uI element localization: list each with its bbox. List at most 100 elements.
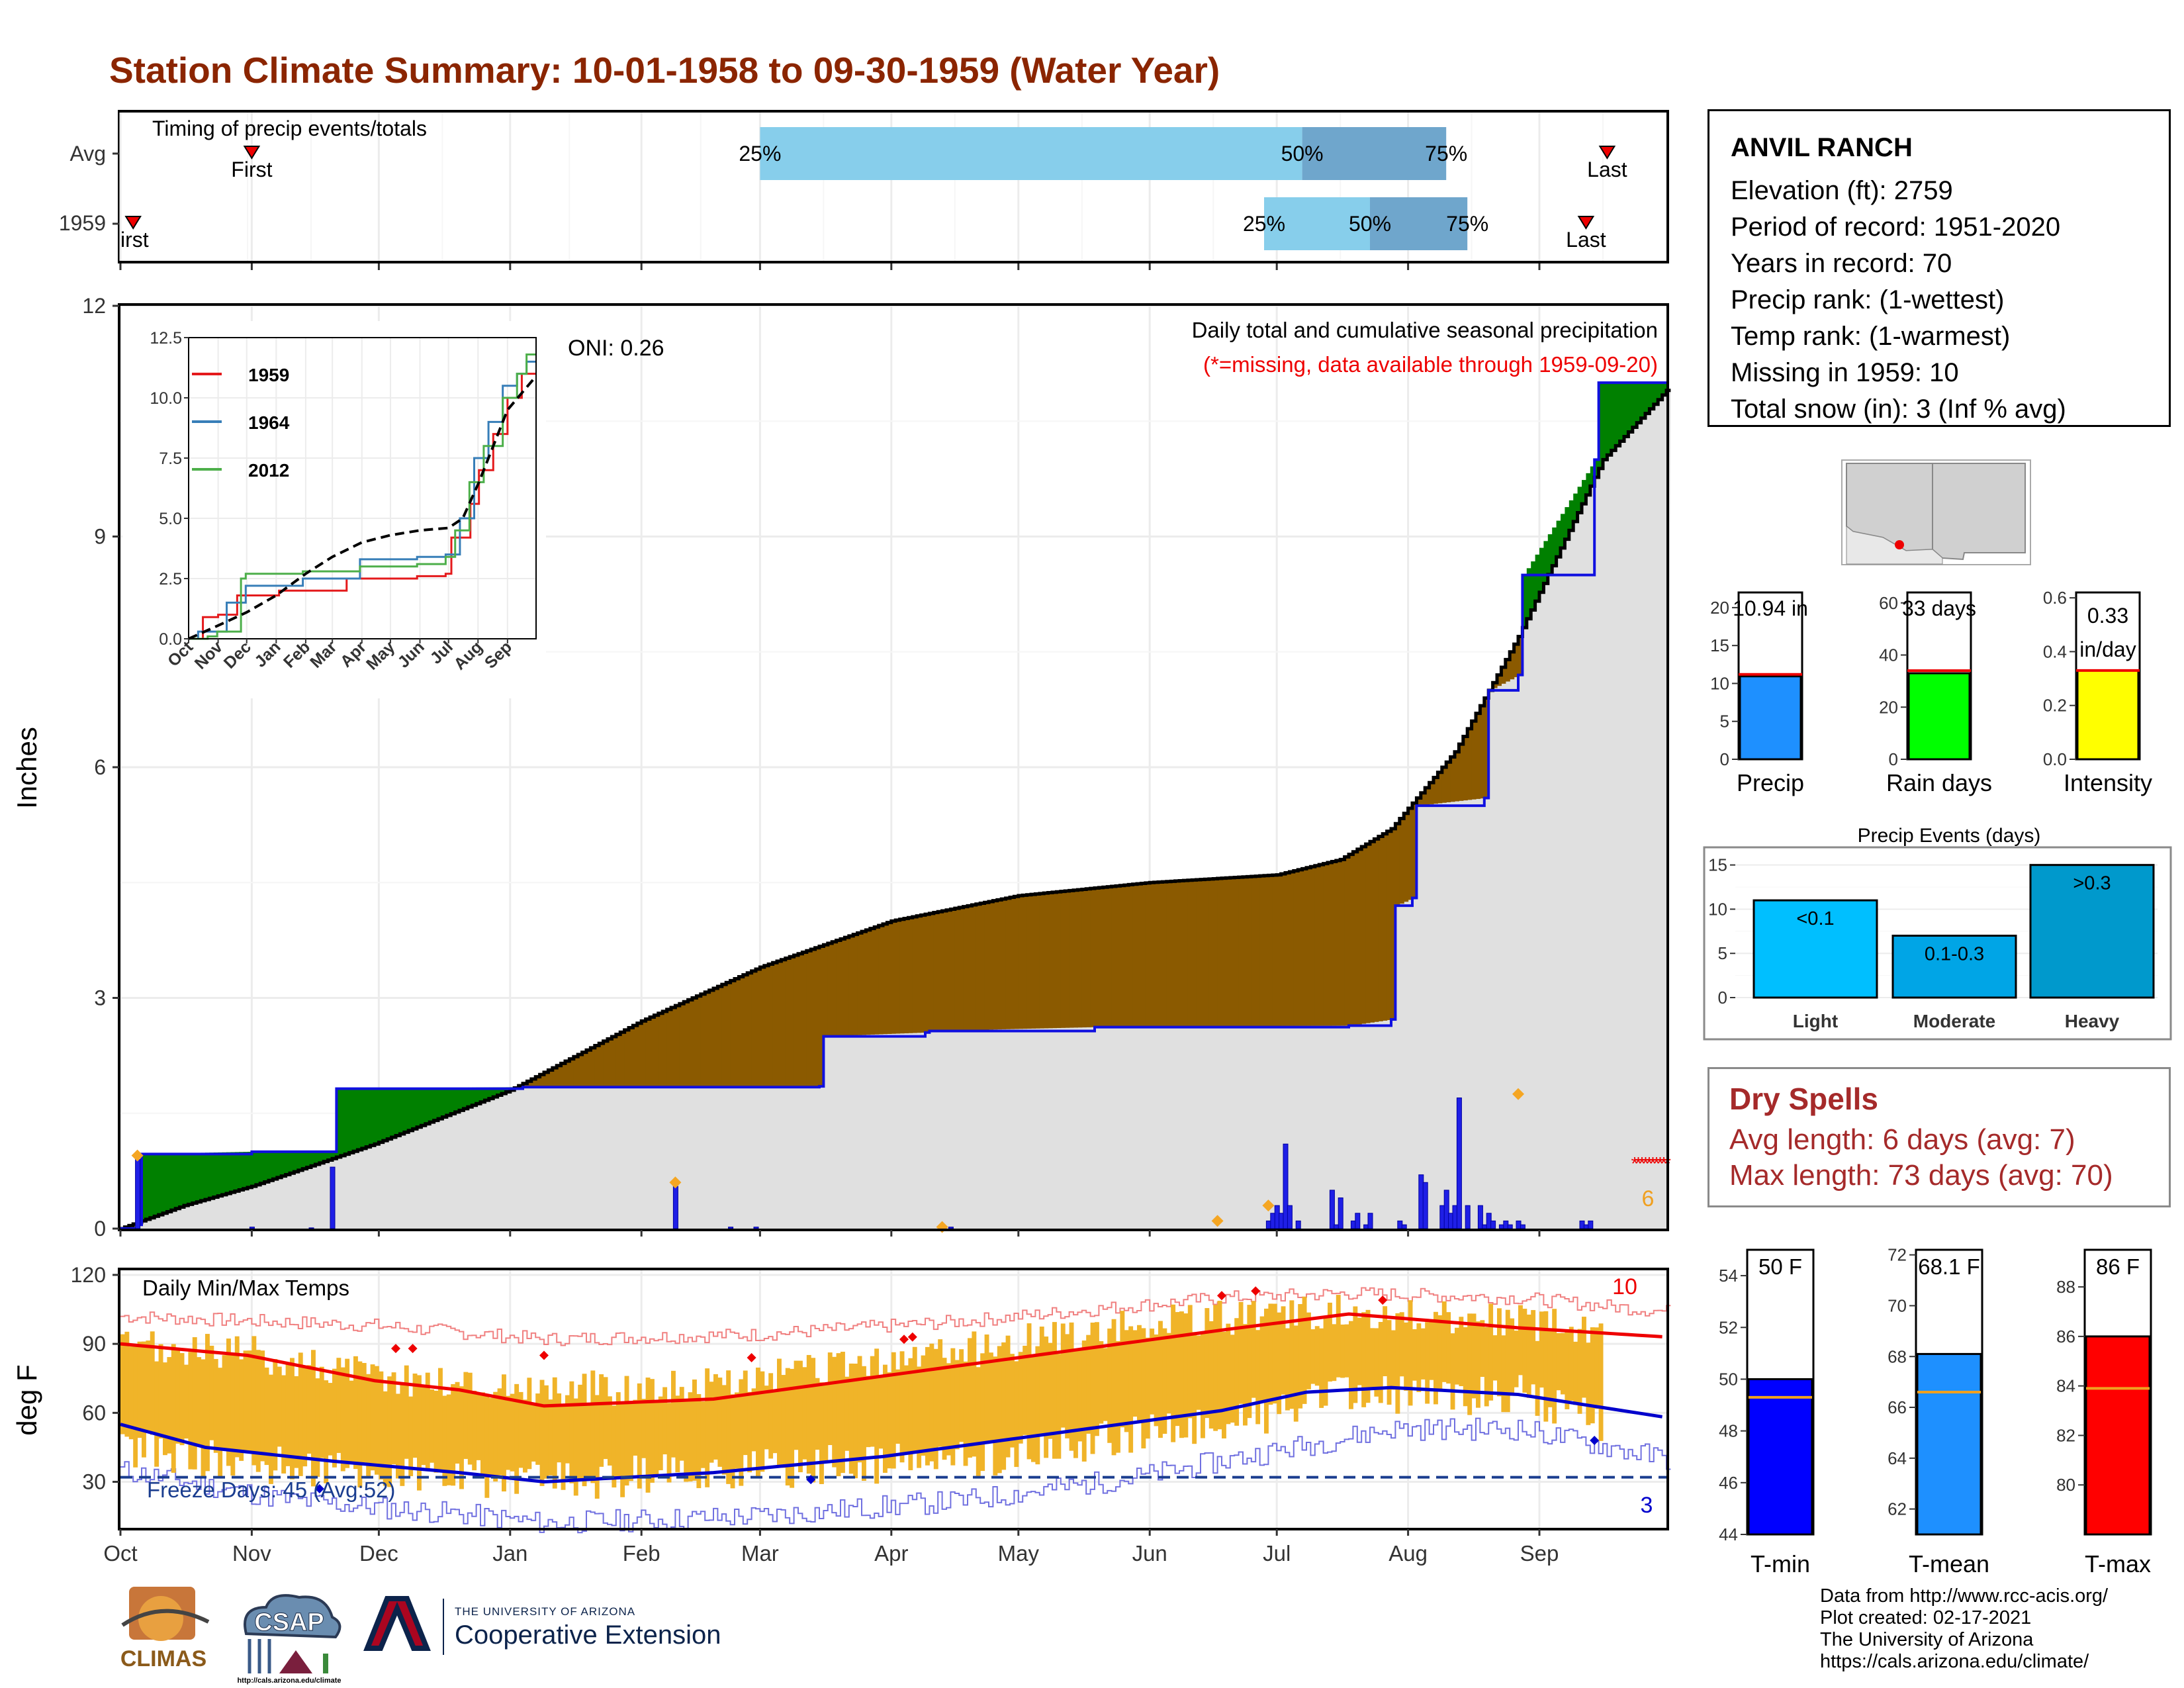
deficit-segment (1166, 881, 1171, 1027)
daily-precip-bar (249, 1227, 255, 1229)
deficit-segment (946, 910, 951, 1031)
daily-temp-bar (1340, 1324, 1345, 1378)
deficit-segment (654, 1015, 659, 1087)
daily-temp-bar (264, 1367, 269, 1466)
tmean-tick-label: 64 (1888, 1448, 1907, 1468)
deficit-segment (1395, 823, 1400, 906)
station-precip-rank: Precip rank: (1-wettest) (1731, 285, 2005, 314)
deficit-segment (633, 1025, 638, 1087)
daily-temp-bar (523, 1399, 527, 1473)
year-25-50-bar (1264, 197, 1370, 250)
daily-temp-bar (345, 1358, 350, 1468)
deficit-segment (883, 923, 887, 1035)
deficit-segment (819, 946, 824, 1087)
daily-temp-bar (1023, 1345, 1028, 1435)
daily-temp-bar (1510, 1318, 1515, 1396)
daily-temp-bar (302, 1366, 308, 1467)
deficit-segment (1175, 880, 1180, 1027)
deficit-segment (675, 1006, 680, 1087)
deficit-segment (1441, 767, 1447, 803)
tmax-tick-label: 84 (2056, 1376, 2075, 1396)
daily-temp-bar (552, 1377, 557, 1489)
daily-temp-bar (1048, 1342, 1053, 1439)
station-snow: Total snow (in): 3 (Inf % avg) (1731, 395, 2066, 424)
surplus-segment (285, 1151, 291, 1175)
daily-temp-bar (1484, 1327, 1489, 1407)
daily-temp-bar (1031, 1356, 1036, 1462)
daily-temp-bar (1145, 1337, 1150, 1439)
daily-temp-bar (1268, 1303, 1273, 1405)
daily-temp-bar (1158, 1321, 1163, 1438)
deficit-segment (539, 1074, 545, 1088)
deficit-segment (1183, 880, 1189, 1027)
deficit-segment (1344, 857, 1349, 1026)
daily-temp-bar (239, 1359, 244, 1461)
month-label: Aug (1388, 1541, 1428, 1566)
deficit-segment (709, 990, 714, 1087)
surplus-segment (281, 1151, 287, 1176)
surplus-segment (375, 1088, 379, 1145)
daily-temp-bar (603, 1377, 608, 1460)
deficit-segment (1383, 833, 1388, 1021)
avg-25-50-bar (760, 127, 1302, 180)
daily-temp-bar (798, 1360, 803, 1473)
daily-temp-bar (137, 1341, 142, 1438)
deficit-segment (565, 1061, 570, 1088)
daily-temp-bar (1556, 1333, 1561, 1391)
daily-temp-bar (1446, 1312, 1451, 1384)
daily-temp-bar (205, 1334, 210, 1472)
daily-temp-bar (1488, 1303, 1494, 1401)
daily-temp-bar (230, 1352, 236, 1476)
tmean-value: 68.1 F (1918, 1254, 1980, 1279)
surplus-segment (201, 1152, 206, 1201)
deficit-segment (535, 1076, 541, 1088)
surplus-segment (442, 1088, 447, 1117)
deficit-segment (921, 915, 926, 1033)
daily-temp-bar (1205, 1308, 1210, 1419)
daily-temp-bar (615, 1392, 621, 1477)
year-p75-label: 75% (1446, 212, 1488, 236)
daily-temp-bar (1586, 1342, 1591, 1425)
daily-temp-bar (997, 1346, 1002, 1474)
deficit-segment (679, 1004, 684, 1087)
daily-temp-bar (234, 1336, 240, 1458)
daily-temp-bar (1349, 1321, 1353, 1409)
page-title: Station Climate Summary: 10-01-1958 to 0… (109, 50, 1220, 91)
daily-temp-bar (1314, 1326, 1320, 1386)
daily-temp-bar (197, 1357, 202, 1446)
deficit-segment (743, 974, 748, 1087)
deficit-segment (1124, 885, 1129, 1027)
surplus-segment (311, 1151, 316, 1166)
precip-ylabel: Inches (11, 727, 42, 809)
inset-ytick-label: 10.0 (150, 389, 182, 408)
surplus-segment (1582, 480, 1586, 504)
daily-temp-bar (679, 1387, 684, 1461)
daily-temp-bar (819, 1382, 824, 1484)
deficit-segment (1154, 882, 1159, 1027)
ua-small-text: THE UNIVERSITY OF ARIZONA (455, 1605, 635, 1618)
daily-temp-bar (404, 1365, 409, 1459)
daily-temp-bar (1192, 1332, 1197, 1444)
daily-temp-bar (929, 1343, 934, 1462)
daily-temp-bar (1577, 1329, 1582, 1414)
daily-temp-bar (1010, 1354, 1015, 1448)
daily-temp-bar (594, 1395, 600, 1499)
daily-temp-bar (1383, 1306, 1388, 1377)
daily-temp-bar (1238, 1301, 1244, 1404)
deficit-segment (1480, 706, 1485, 799)
surplus-segment (315, 1151, 320, 1165)
deficit-segment (1031, 894, 1036, 1029)
daily-temp-bar (213, 1358, 218, 1453)
daily-temp-bar (637, 1383, 642, 1489)
surplus-segment (248, 1151, 252, 1188)
daily-temp-bar (1594, 1327, 1600, 1409)
deficit-segment (827, 943, 833, 1037)
daily-temp-bar (387, 1376, 392, 1487)
daily-temp-bar (290, 1358, 295, 1479)
deficit-segment (1497, 675, 1502, 686)
daily-temp-bar (650, 1379, 655, 1483)
surplus-segment (430, 1088, 435, 1123)
daily-temp-bar (188, 1352, 193, 1470)
daily-temp-bar (306, 1365, 312, 1454)
daily-temp-bar (908, 1358, 913, 1470)
